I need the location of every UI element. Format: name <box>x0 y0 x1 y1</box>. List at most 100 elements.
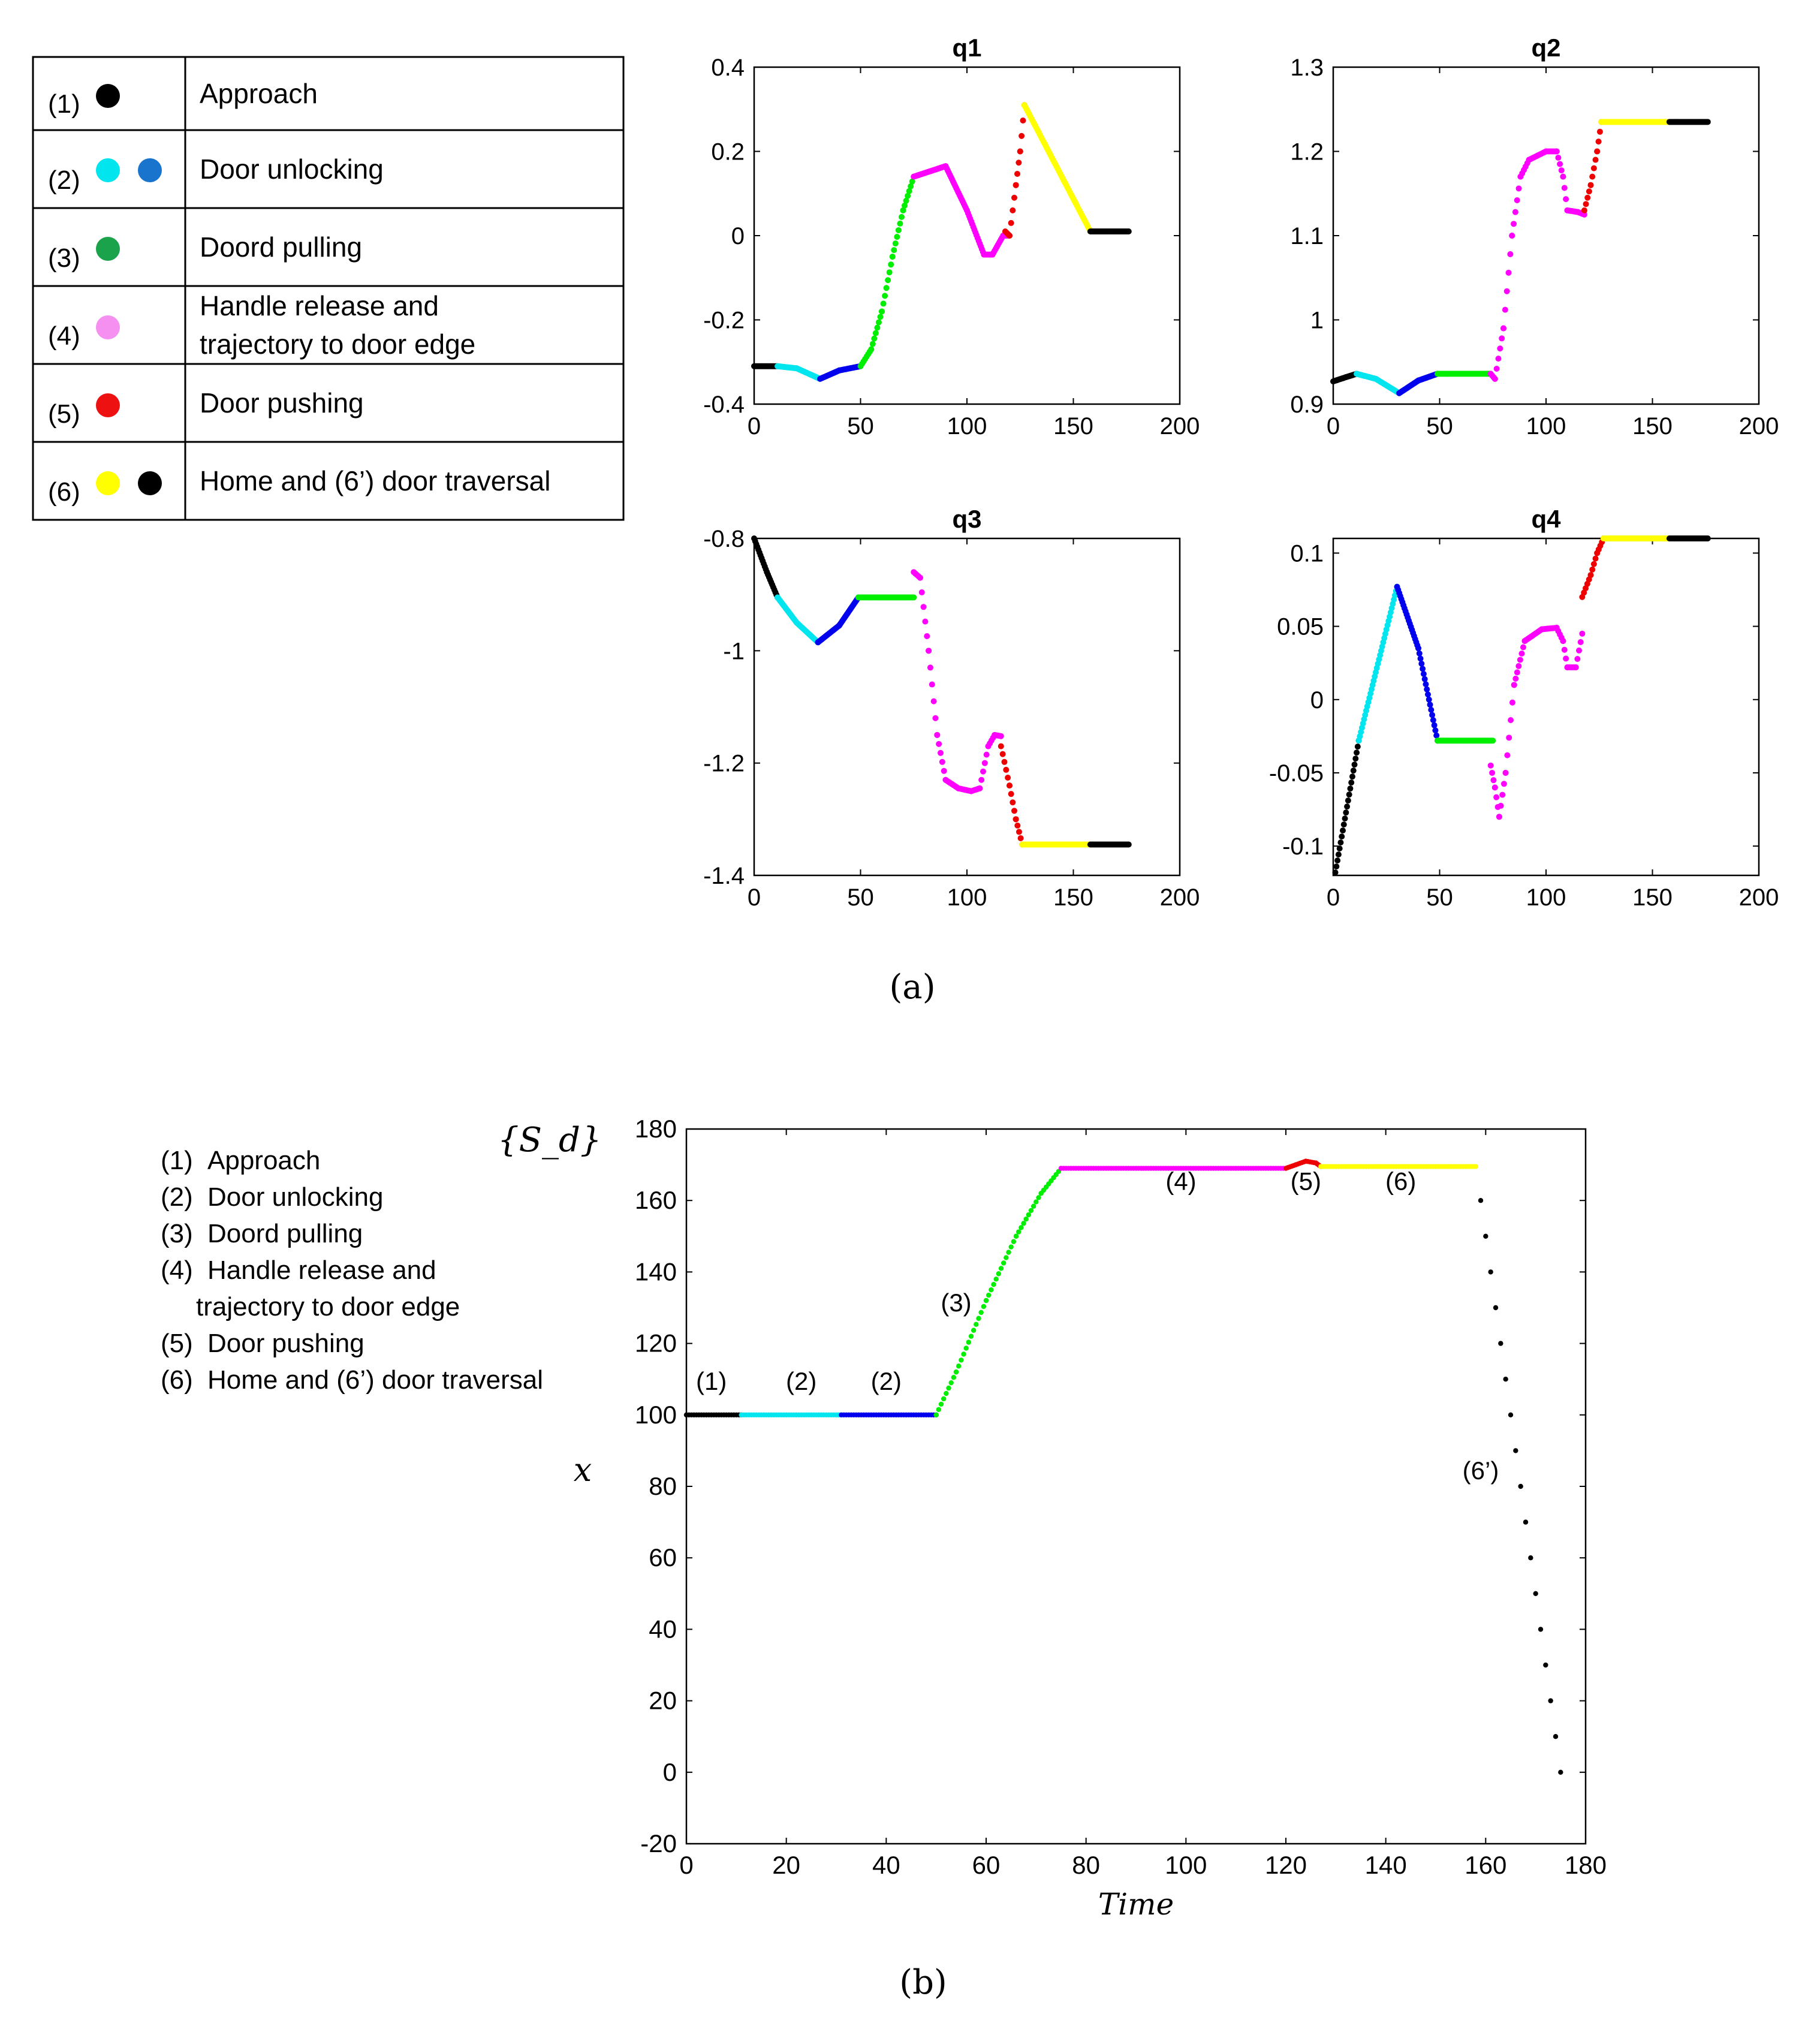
legend-b-number: (6) <box>161 1365 193 1395</box>
data-point <box>871 335 878 342</box>
x-tick-label: 150 <box>1053 884 1093 911</box>
data-point <box>1354 749 1360 756</box>
data-series <box>739 1412 844 1417</box>
data-series <box>1600 535 1673 541</box>
y-tick-label: 140 <box>635 1257 677 1286</box>
data-point <box>1581 207 1587 213</box>
data-point <box>1498 1341 1503 1346</box>
y-tick-label: 20 <box>649 1687 677 1715</box>
data-point <box>1013 1233 1019 1239</box>
legend-color-dot <box>96 393 120 417</box>
data-point <box>1478 1198 1484 1203</box>
data-point <box>924 633 930 639</box>
legend-b-number: (1) <box>161 1146 193 1175</box>
chart-title: q3 <box>952 505 981 533</box>
data-point <box>1339 833 1345 840</box>
y-tick-label: 0 <box>731 223 745 249</box>
chart-q3: 0 50 100 150 200 -1.4 -1.2 -1 -0.8 q3 <box>703 505 1200 911</box>
data-point <box>1512 675 1519 682</box>
legend-b-number: (3) <box>161 1219 193 1248</box>
data-series <box>1058 1166 1289 1171</box>
legend-table-frame <box>32 56 625 521</box>
data-point <box>1553 148 1560 155</box>
data-point <box>1033 1199 1039 1205</box>
data-point <box>1493 1305 1499 1311</box>
y-tick-label: -1 <box>723 638 745 664</box>
x-tick-label: 100 <box>1526 413 1566 439</box>
data-point <box>1417 655 1424 662</box>
legend-b-number: (5) <box>161 1329 193 1358</box>
data-point <box>905 192 911 199</box>
data-point <box>1515 663 1522 669</box>
data-point <box>983 751 990 758</box>
data-point <box>1344 803 1351 810</box>
data-point <box>961 1351 966 1357</box>
y-tick-label: -0.8 <box>703 526 745 552</box>
data-point <box>1016 1229 1022 1235</box>
data-point <box>903 197 909 204</box>
data-point <box>906 188 912 194</box>
legend-row-label: trajectory to door edge <box>200 329 475 360</box>
data-point <box>1502 769 1509 776</box>
data-point <box>1704 119 1711 125</box>
data-point <box>971 1327 977 1333</box>
x-tick-label: 180 <box>1565 1851 1607 1879</box>
data-point <box>1594 148 1601 155</box>
legend-row-label: Door unlocking <box>200 153 384 185</box>
data-point <box>1019 1225 1024 1230</box>
data-point <box>936 1407 942 1413</box>
data-point <box>929 681 935 688</box>
data-series <box>1318 1164 1478 1169</box>
data-point <box>966 1339 972 1345</box>
data-point <box>1415 645 1421 652</box>
data-point <box>939 758 945 765</box>
x-tick-label: 60 <box>972 1851 1001 1879</box>
data-point <box>1561 185 1568 191</box>
data-point <box>1563 655 1569 662</box>
data-point <box>1553 1734 1559 1739</box>
x-tick-label: 100 <box>947 413 987 439</box>
x-tick-label: 100 <box>1526 884 1566 911</box>
x-tick-label: 80 <box>1072 1851 1100 1879</box>
data-point <box>883 285 890 291</box>
data-point <box>1007 233 1013 239</box>
data-series <box>775 594 821 646</box>
legend-b-text: Doord pulling <box>207 1219 363 1248</box>
legend-table: (1) Approach (2) Door unlocking (3) Door… <box>32 56 625 521</box>
data-point <box>1503 288 1510 294</box>
data-series <box>1478 1198 1563 1775</box>
data-point <box>1418 660 1425 667</box>
data-point <box>1006 1250 1011 1255</box>
legend-row-number: (4) <box>48 321 80 351</box>
data-point <box>1345 797 1351 804</box>
data-point <box>1576 647 1583 654</box>
data-point <box>920 604 927 610</box>
legend-color-dot <box>96 315 120 339</box>
data-point <box>1577 639 1584 645</box>
legend-b-text: Home and (6’) door traversal <box>207 1365 543 1395</box>
y-tick-label: 0 <box>663 1758 677 1786</box>
data-point <box>986 1292 992 1298</box>
legend-row-number: (2) <box>48 165 80 195</box>
data-point <box>1019 133 1025 139</box>
data-point <box>1125 228 1132 234</box>
data-point <box>998 1266 1004 1271</box>
data-point <box>889 254 896 260</box>
data-point <box>1010 207 1016 213</box>
data-point <box>1342 815 1348 822</box>
data-point <box>978 1309 984 1315</box>
data-point <box>888 261 894 268</box>
data-point <box>1493 365 1500 372</box>
phase-annotation: (1) <box>696 1367 727 1395</box>
data-point <box>989 1287 994 1293</box>
data-point <box>1028 1208 1034 1214</box>
y-tick-label: 160 <box>635 1186 677 1214</box>
data-point <box>1509 699 1515 706</box>
data-point <box>976 1315 981 1321</box>
data-series <box>1019 841 1093 848</box>
x-tick-label: 200 <box>1739 413 1779 439</box>
data-point <box>1026 1212 1032 1218</box>
y-tick-label: -1.2 <box>703 751 745 777</box>
data-point <box>1001 1260 1007 1266</box>
